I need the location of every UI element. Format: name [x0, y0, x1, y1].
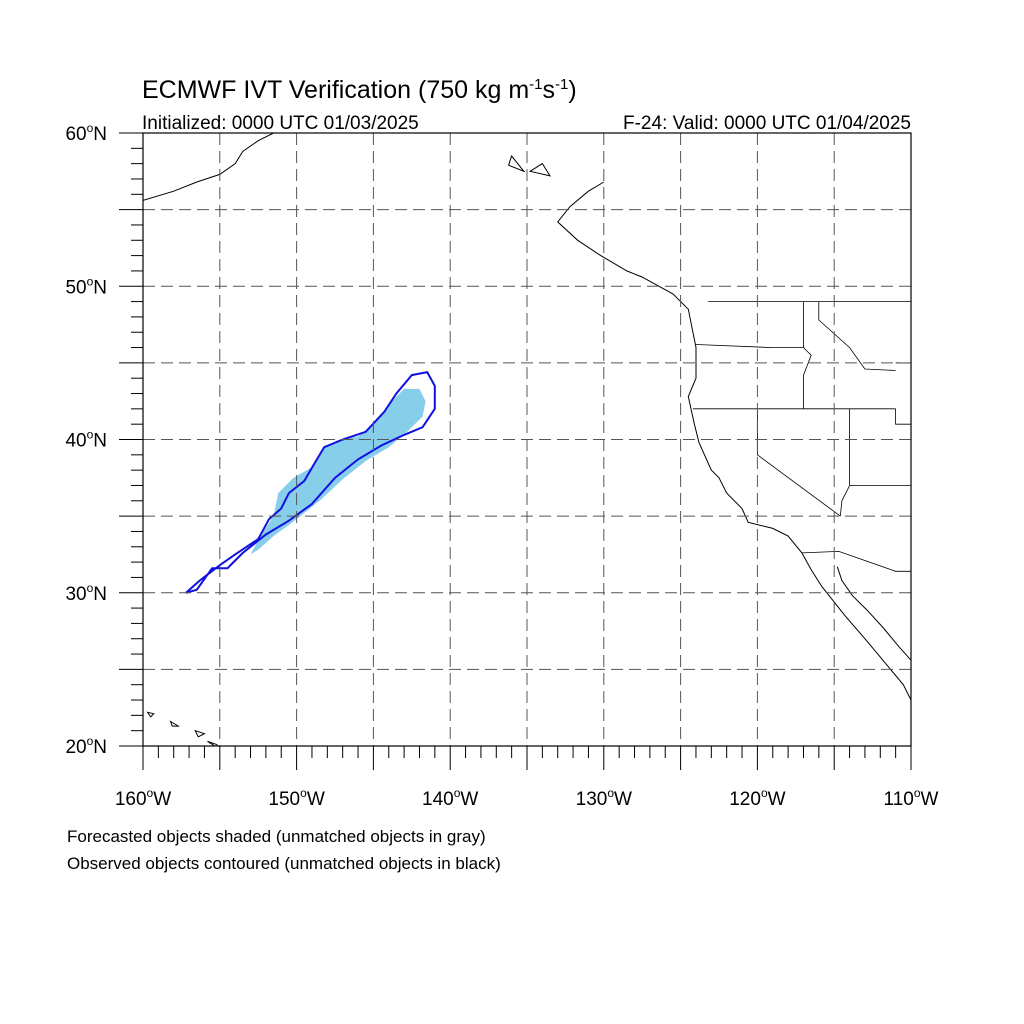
lat-label: 60oN [65, 121, 107, 145]
map-title: ECMWF IVT Verification (750 kg m-1s-1) [142, 76, 577, 104]
lon-label: 160oW [115, 786, 171, 810]
lat-label: 20oN [65, 734, 107, 758]
island [207, 740, 219, 746]
lat-label: 50oN [65, 274, 107, 298]
gulf-of-california-coast [836, 566, 911, 661]
lon-label: 140oW [422, 786, 478, 810]
footnote-observed: Observed objects contoured (unmatched ob… [67, 854, 501, 873]
lat-label: 30oN [65, 581, 107, 605]
state-border [757, 408, 841, 517]
lat-label: 40oN [65, 428, 107, 452]
island [169, 720, 181, 727]
forecast-object [250, 388, 426, 555]
state-border [803, 301, 812, 409]
observed-object-contour [185, 370, 436, 594]
initialized-time: Initialized: 0000 UTC 01/03/2025 [142, 113, 419, 134]
state-border [839, 408, 850, 517]
coastline [557, 181, 911, 701]
state-border [818, 301, 896, 371]
island [528, 162, 552, 177]
island [194, 729, 206, 738]
lon-label: 120oW [729, 786, 785, 810]
alaska-coastline [143, 133, 274, 201]
lon-label: 130oW [576, 786, 632, 810]
state-border [895, 408, 911, 425]
island [146, 711, 155, 718]
valid-time: F-24: Valid: 0000 UTC 01/04/2025 [623, 113, 911, 134]
lon-label: 150oW [268, 786, 324, 810]
map-layers: 160oW 150oW 140oW 130oW 120oW 110oW 60oN 50oN 40… [65, 121, 938, 810]
footnote-forecast: Forecasted objects shaded (unmatched obj… [67, 827, 486, 846]
state-border [801, 550, 911, 572]
state-border [695, 344, 804, 349]
island [507, 154, 526, 173]
lon-label: 110oW [884, 786, 939, 810]
map-content [143, 133, 911, 746]
